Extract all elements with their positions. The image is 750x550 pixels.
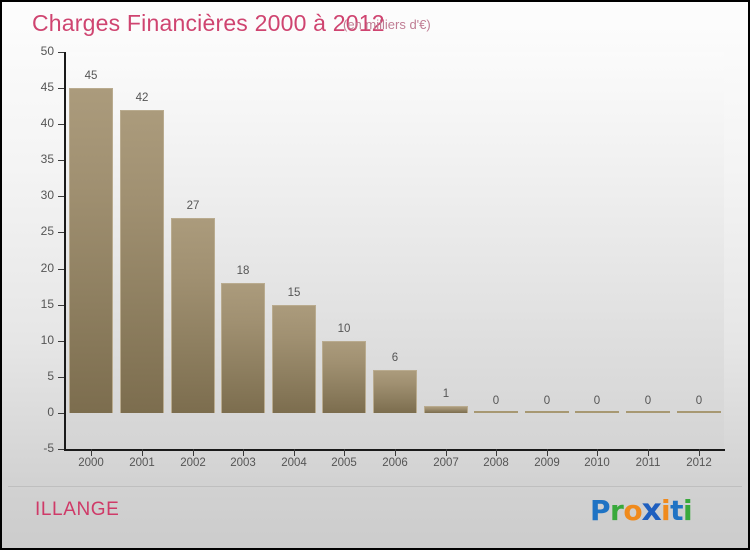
y-axis-label: 40 [40, 116, 54, 131]
bar-value-label: 0 [695, 394, 703, 407]
y-axis-tick [58, 304, 65, 306]
logo-letter-t-5: t [670, 494, 683, 527]
x-axis-label: 2008 [483, 457, 509, 469]
y-axis-label: 0 [47, 404, 54, 419]
bar [322, 340, 366, 413]
x-axis-tick [446, 449, 447, 456]
x-axis-tick [496, 449, 497, 456]
y-axis-tick [58, 124, 65, 126]
x-axis-tick [193, 449, 194, 456]
bar [171, 218, 215, 413]
bar-value-label: 6 [391, 351, 399, 364]
bar [474, 410, 518, 413]
bar [677, 410, 721, 413]
x-axis-label: 2003 [230, 457, 256, 469]
x-axis-label: 2002 [180, 457, 206, 469]
logo-letter-i-4: i [660, 494, 671, 527]
bar [424, 405, 468, 413]
bar-value-label: 10 [337, 322, 351, 335]
y-axis-tick [58, 52, 65, 53]
y-axis-label: 20 [40, 260, 54, 275]
footer-divider [8, 486, 742, 487]
bar [575, 410, 619, 413]
x-axis-line [64, 449, 725, 451]
x-axis-label: 2006 [382, 457, 408, 469]
chart-plot-wrapper: 50 45 40 35 30 25 20 15 10 5 0 -5 45 42 27 18 15 10 6 1 0 0 0… [2, 2, 748, 482]
y-axis-line [64, 52, 66, 450]
y-axis-label: 45 [40, 80, 54, 95]
bar-value-label: 0 [644, 394, 652, 407]
chart-footer: ILLANGE Proxiti [2, 487, 748, 548]
y-axis-label: 15 [40, 296, 54, 311]
chart-subtitle: (en milliers d'€) [343, 17, 431, 32]
x-axis-tick [699, 449, 700, 456]
bar [626, 410, 670, 413]
logo-letter-x-3: x [641, 493, 662, 528]
y-axis-label: 50 [40, 44, 54, 58]
x-axis-tick [395, 449, 396, 456]
chart-header: Charges Financières 2000 à 2012 (en mill… [2, 2, 748, 42]
x-axis-tick [547, 449, 548, 456]
x-axis-tick [91, 449, 92, 456]
logo-letter-r-1: r [610, 494, 624, 527]
y-axis-label: -5 [43, 441, 54, 455]
bar [221, 282, 265, 413]
x-axis-tick [344, 449, 345, 456]
x-axis-tick [294, 449, 295, 456]
bar-value-label: 0 [593, 394, 601, 407]
x-axis-label: 2000 [78, 457, 104, 469]
x-axis-label: 2005 [331, 457, 357, 469]
bar-value-label: 15 [287, 286, 301, 299]
bar [69, 88, 113, 413]
y-axis-tick [58, 340, 65, 342]
x-axis-tick [243, 449, 244, 456]
y-axis-tick [58, 268, 65, 270]
page-title: Charges Financières 2000 à 2012 [32, 10, 385, 36]
bar-value-label: 45 [84, 70, 98, 83]
bar-value-label: 18 [236, 264, 250, 277]
y-axis-tick [58, 449, 65, 450]
bar-value-label: 0 [543, 394, 551, 407]
bar-value-label: 1 [442, 387, 450, 400]
logo-letter-i-6: i [682, 494, 693, 527]
bar-value-label: 27 [186, 200, 200, 213]
y-axis-tick [58, 160, 65, 162]
proxiti-logo[interactable]: Proxiti [590, 493, 693, 533]
logo-letter-o-2: o [623, 494, 643, 527]
x-axis-label: 2001 [129, 457, 155, 469]
bar [525, 410, 569, 413]
y-axis-tick [58, 412, 65, 414]
x-axis-label: 2007 [433, 457, 459, 469]
y-axis-label: 30 [40, 188, 54, 203]
y-axis-label: 35 [40, 152, 54, 167]
y-axis-label: 25 [40, 224, 54, 239]
y-axis-label: 5 [47, 368, 54, 383]
commune-label: ILLANGE [35, 499, 120, 520]
bar [272, 304, 316, 413]
x-axis-label: 2009 [534, 457, 560, 469]
x-axis-tick [597, 449, 598, 456]
y-axis: 50 45 40 35 30 25 20 15 10 5 0 -5 [2, 2, 65, 482]
x-axis-tick [142, 449, 143, 456]
bar-value-label: 0 [492, 394, 500, 407]
bar [120, 109, 164, 413]
y-axis-tick [58, 196, 65, 198]
y-axis-tick [58, 376, 65, 378]
bar [373, 369, 417, 413]
y-axis-tick [58, 232, 65, 234]
x-axis-label: 2012 [686, 457, 712, 469]
x-axis-label: 2011 [635, 457, 661, 469]
y-axis-tick [58, 88, 65, 90]
y-axis-label: 10 [40, 332, 54, 347]
x-axis-label: 2004 [281, 457, 307, 469]
logo-letter-p-0: P [590, 494, 611, 527]
bar-value-label: 42 [135, 91, 149, 104]
x-axis-label: 2010 [584, 457, 610, 469]
x-axis-tick [648, 449, 649, 456]
